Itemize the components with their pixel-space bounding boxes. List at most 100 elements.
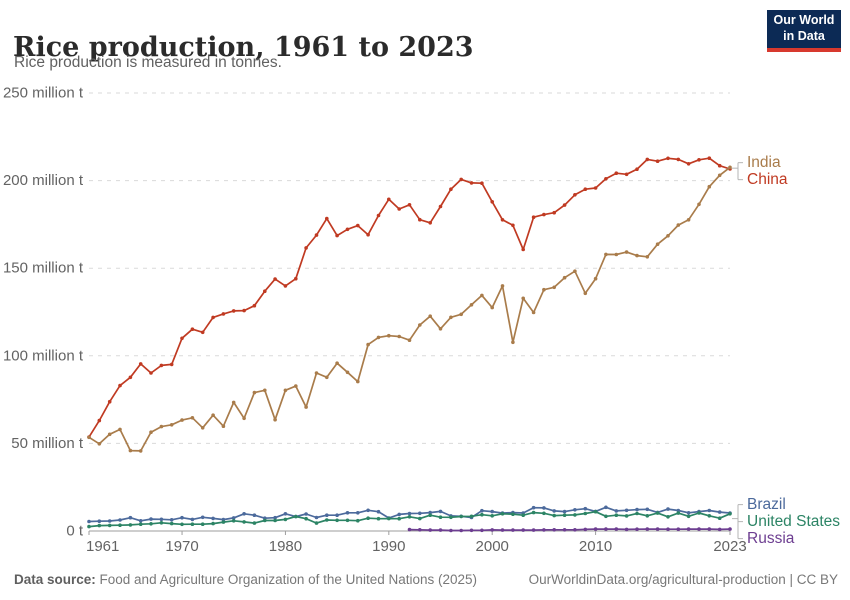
data-point	[717, 163, 722, 168]
data-point	[531, 215, 536, 219]
data-point	[221, 520, 226, 524]
data-point	[490, 514, 495, 518]
data-point	[655, 511, 660, 515]
data-point	[263, 388, 267, 393]
data-point	[645, 507, 650, 512]
data-point	[686, 514, 691, 519]
data-point	[294, 514, 298, 519]
data-point	[614, 527, 619, 531]
data-point	[459, 177, 464, 182]
data-point	[366, 232, 370, 237]
data-point	[387, 333, 391, 338]
data-point	[252, 513, 257, 517]
data-point	[531, 310, 536, 315]
data-point	[604, 252, 608, 257]
data-point	[407, 511, 412, 516]
data-point	[676, 157, 681, 162]
data-point	[335, 518, 339, 523]
data-point	[583, 527, 588, 532]
data-point	[531, 528, 536, 532]
data-point	[686, 527, 691, 531]
x-axis-tick-label: 2023	[713, 538, 746, 555]
data-point	[552, 210, 556, 215]
data-point	[624, 527, 629, 532]
data-point	[521, 247, 525, 252]
entity-label-brazil[interactable]: Brazil	[747, 496, 786, 513]
data-point	[407, 515, 412, 519]
chart-subtitle: Rice production is measured in tonnes.	[14, 54, 282, 71]
data-point	[562, 275, 567, 280]
data-point	[418, 516, 422, 521]
data-point	[469, 181, 474, 185]
data-point	[614, 513, 619, 517]
owid-link[interactable]: OurWorldinData.org/agricultural-producti…	[528, 572, 838, 587]
entity-label-india[interactable]: India	[747, 154, 781, 171]
entity-label-united-states[interactable]: United States	[747, 513, 840, 530]
data-point	[345, 511, 350, 515]
data-point	[118, 427, 122, 432]
data-point	[511, 340, 515, 345]
data-point	[655, 527, 660, 531]
data-point	[180, 515, 184, 520]
data-point	[438, 204, 443, 209]
data-point	[180, 418, 184, 422]
data-point	[294, 276, 298, 281]
data-point	[273, 515, 277, 520]
data-point	[345, 370, 350, 375]
entity-label-russia[interactable]: Russia	[747, 530, 795, 547]
owid-logo-line1: Our World	[773, 13, 835, 28]
data-point	[449, 528, 453, 533]
data-point	[376, 213, 381, 218]
data-point	[149, 517, 153, 521]
data-point	[438, 515, 443, 519]
data-point	[521, 528, 525, 532]
data-point	[221, 517, 226, 522]
owid-logo[interactable]: Our World in Data	[767, 10, 841, 52]
data-point	[252, 303, 257, 308]
data-point	[697, 158, 701, 162]
data-point	[676, 508, 681, 513]
series-line-india	[88, 166, 731, 452]
chart-footer: Data source: Food and Agriculture Organi…	[14, 572, 838, 587]
data-point	[118, 383, 122, 388]
data-point	[635, 253, 639, 258]
data-point	[562, 203, 567, 207]
data-point	[542, 511, 546, 516]
data-point	[666, 234, 670, 238]
data-point	[325, 518, 329, 522]
data-point	[304, 405, 308, 409]
data-point	[686, 162, 691, 166]
data-point	[366, 516, 370, 520]
data-point	[428, 510, 433, 515]
data-point	[407, 338, 412, 343]
data-point	[345, 227, 350, 232]
data-point	[231, 309, 236, 313]
data-point	[635, 507, 639, 512]
data-point	[128, 523, 133, 527]
data-point	[542, 212, 546, 217]
entity-label-china[interactable]: China	[747, 171, 788, 188]
data-point	[314, 233, 319, 237]
data-point	[511, 223, 515, 228]
data-point	[159, 521, 164, 525]
data-point	[480, 508, 484, 513]
data-point	[376, 516, 381, 521]
data-point	[449, 315, 453, 320]
data-point	[231, 516, 236, 520]
data-point	[242, 520, 246, 524]
data-point	[159, 363, 164, 368]
data-point	[728, 512, 732, 516]
data-point	[397, 334, 402, 339]
y-axis-tick-label: 250 million t	[3, 85, 84, 102]
data-point	[614, 171, 619, 175]
data-point	[604, 177, 608, 181]
y-axis-tick-label: 100 million t	[3, 347, 84, 364]
data-point	[366, 508, 370, 513]
data-point	[459, 528, 464, 533]
data-point	[428, 528, 433, 532]
data-point	[469, 303, 474, 307]
data-point	[325, 216, 329, 221]
data-point	[356, 511, 360, 515]
data-point	[624, 508, 629, 513]
data-point	[128, 515, 133, 520]
